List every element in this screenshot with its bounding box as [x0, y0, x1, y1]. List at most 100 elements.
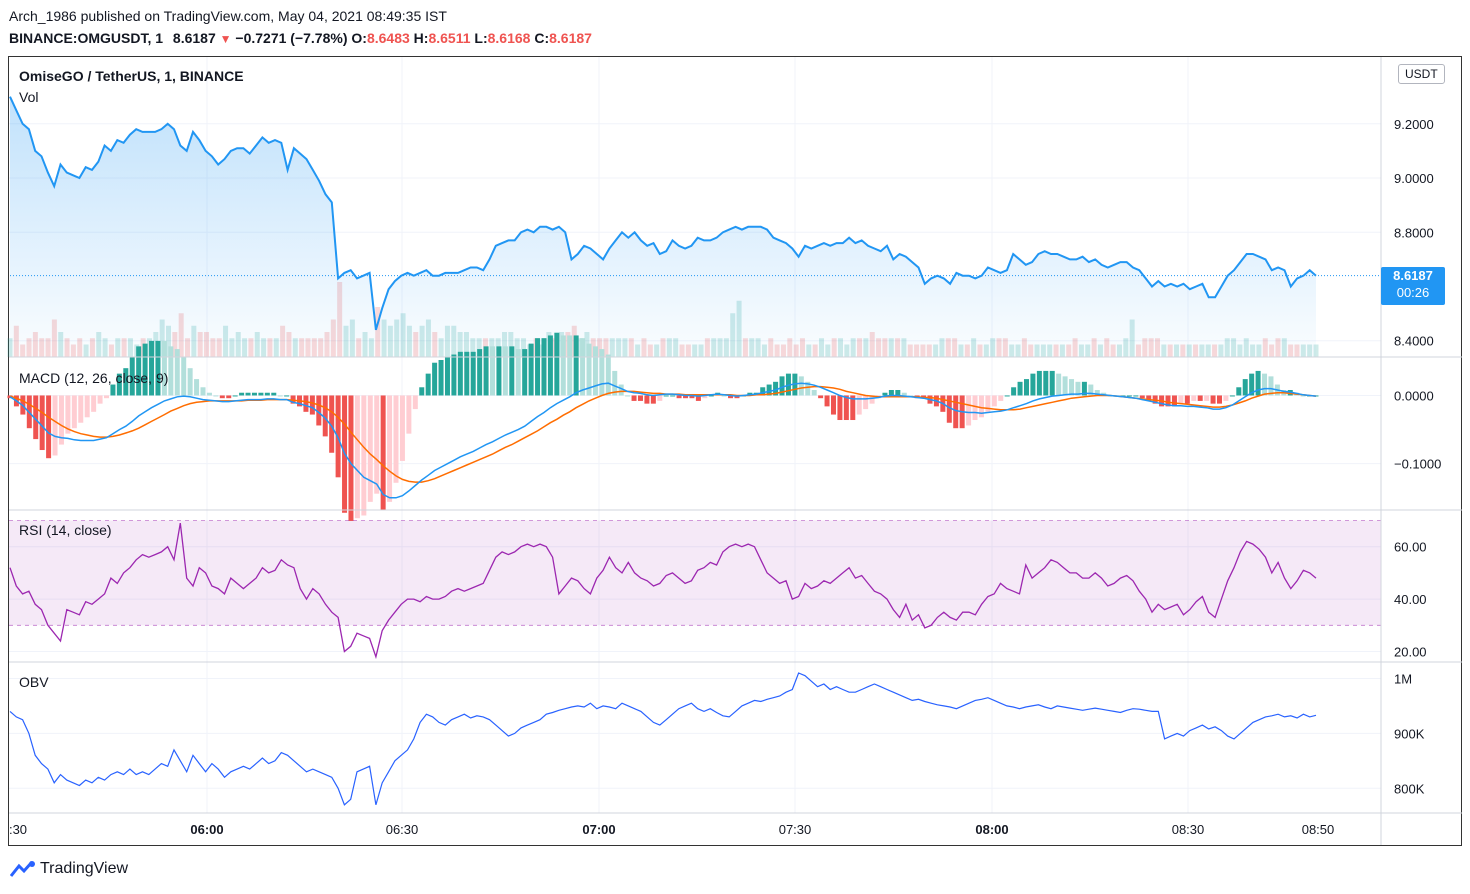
- macd-histogram-bar: [618, 384, 624, 396]
- macd-histogram-bar: [232, 395, 238, 397]
- rsi-line: [9, 522, 1317, 660]
- time-tick-label: 07:30: [779, 822, 812, 837]
- last-price-tag: 8.6187 00:26: [1381, 267, 1445, 305]
- macd-histogram-bar: [1191, 395, 1197, 401]
- macd-histogram-bar: [406, 395, 412, 434]
- macd-histogram-bar: [425, 373, 431, 396]
- macd-histogram-bar: [271, 392, 277, 396]
- macd-histogram-bar: [650, 395, 656, 404]
- macd-histogram-bar: [1023, 379, 1029, 396]
- macd-line: [9, 382, 1317, 499]
- obv-line: [9, 672, 1317, 806]
- macd-histogram-bar: [483, 346, 489, 396]
- macd-histogram-bar: [998, 395, 1004, 401]
- chart-frame[interactable]: [8, 56, 1462, 846]
- macd-histogram-bar: [901, 392, 907, 396]
- macd-histogram-bar: [863, 395, 869, 410]
- macd-histogram-bar: [161, 340, 167, 396]
- macd-histogram-bar: [830, 395, 836, 415]
- macd-histogram-bar: [361, 395, 367, 516]
- macd-histogram-bar: [149, 340, 155, 396]
- macd-histogram-bar: [1210, 395, 1216, 404]
- price-tick-label: 0.0000: [1394, 388, 1434, 403]
- macd-histogram-bar: [567, 335, 573, 396]
- macd-histogram-bar: [136, 346, 142, 396]
- macd-histogram-bar: [1255, 370, 1261, 396]
- macd-histogram-bar: [1178, 395, 1184, 404]
- macd-histogram-bar: [605, 354, 611, 396]
- macd-histogram-bar: [850, 395, 856, 421]
- macd-histogram-bar: [908, 395, 914, 397]
- price-tick-label: 8.8000: [1394, 225, 1434, 240]
- macd-histogram-bar: [580, 338, 586, 396]
- macd-histogram-bar: [258, 392, 264, 396]
- macd-histogram-bar: [644, 395, 650, 404]
- macd-histogram-bar: [71, 395, 77, 429]
- macd-histogram-bar: [412, 395, 418, 410]
- macd-histogram-bar: [946, 395, 952, 423]
- macd-histogram-bar: [631, 395, 637, 401]
- macd-histogram-bar: [1075, 381, 1081, 396]
- macd-histogram-bar: [194, 379, 200, 396]
- macd-histogram-bar: [174, 349, 180, 396]
- macd-histogram-bar: [560, 335, 566, 396]
- macd-histogram-bar: [535, 338, 541, 396]
- tradingview-logo[interactable]: TradingView: [10, 860, 128, 878]
- currency-button[interactable]: USDT: [1398, 64, 1445, 84]
- macd-histogram-bar: [966, 395, 972, 426]
- macd-histogram-bar: [387, 395, 393, 502]
- time-tick-label: 06:00: [190, 822, 223, 837]
- macd-histogram-bar: [65, 395, 71, 434]
- macd-histogram-bar: [419, 387, 425, 396]
- macd-histogram-bar: [457, 351, 463, 396]
- last-price: 8.6187: [172, 30, 216, 46]
- macd-histogram-bar: [676, 395, 682, 399]
- macd-histogram-bar: [226, 395, 232, 399]
- macd-pane-title: MACD (12, 26, close, 9): [19, 370, 169, 386]
- price-tick-label: 9.0000: [1394, 171, 1434, 186]
- macd-histogram-bar: [760, 387, 766, 396]
- macd-histogram-bar: [837, 395, 843, 421]
- macd-histogram-bar: [251, 392, 257, 396]
- time-tick-label: 08:30: [1172, 822, 1205, 837]
- tradingview-logo-icon: [10, 861, 35, 877]
- macd-histogram-bar: [586, 343, 592, 396]
- macd-histogram-bar: [689, 395, 695, 399]
- macd-histogram-bar: [766, 384, 772, 396]
- macd-histogram-bar: [554, 332, 560, 396]
- down-arrow-icon: ▼: [219, 32, 232, 46]
- macd-histogram-bar: [1062, 376, 1068, 396]
- price-tick-label: −0.1000: [1394, 457, 1441, 472]
- macd-histogram-bar: [451, 354, 457, 396]
- macd-histogram-bar: [721, 395, 727, 397]
- macd-histogram-bar: [972, 395, 978, 421]
- macd-histogram-bar: [1017, 381, 1023, 396]
- macd-histogram-bar: [1165, 395, 1171, 407]
- macd-histogram-bar: [805, 381, 811, 396]
- macd-histogram-bar: [1043, 370, 1049, 396]
- macd-histogram-bar: [277, 395, 283, 397]
- macd-histogram-bar: [1184, 395, 1190, 404]
- rsi-pane: [9, 520, 1381, 660]
- macd-histogram-bar: [1094, 390, 1100, 396]
- price-tick-label: 800K: [1394, 781, 1425, 796]
- macd-histogram-bar: [1011, 387, 1017, 396]
- macd-histogram-bar: [1036, 370, 1042, 396]
- macd-histogram-bar: [1049, 370, 1055, 396]
- macd-histogram-bar: [39, 395, 45, 451]
- macd-histogram-bar: [84, 395, 90, 418]
- macd-histogram-bar: [168, 346, 174, 396]
- close-value: 8.6187: [549, 30, 592, 46]
- macd-histogram-bar: [991, 395, 997, 407]
- macd-histogram-bar: [187, 368, 193, 396]
- macd-histogram-bar: [824, 395, 830, 407]
- macd-pane: [7, 332, 1319, 521]
- macd-histogram-bar: [1004, 395, 1010, 397]
- macd-histogram-bar: [239, 392, 245, 396]
- symbol-name[interactable]: BINANCE:OMGUSDT, 1: [9, 30, 164, 46]
- obv-pane-title: OBV: [19, 674, 49, 690]
- price-line: [9, 96, 1317, 331]
- macd-histogram-bar: [329, 395, 335, 453]
- macd-histogram-bar: [155, 340, 161, 396]
